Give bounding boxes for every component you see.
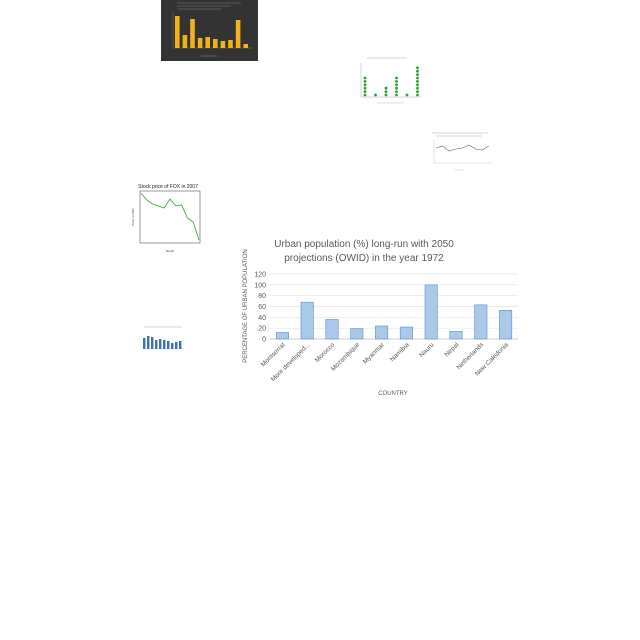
thumb-dots [363, 66, 419, 97]
thumb-bar [182, 35, 188, 48]
y-tick-label: 60 [258, 304, 266, 311]
thumb-dot [395, 86, 398, 90]
thumb-blue-bar [143, 338, 146, 349]
fox-chart-xlabel: Month [166, 249, 175, 253]
bars [275, 284, 513, 340]
fox-price-line [140, 192, 200, 241]
thumb-dot [363, 93, 367, 97]
thumb-blue-bar [167, 341, 170, 349]
bar [375, 325, 389, 340]
thumb-dot [363, 80, 367, 83]
thumb-blue-bar [163, 340, 166, 349]
bar [325, 319, 339, 340]
thumb-bar [197, 38, 203, 48]
thumb-dot [384, 86, 388, 90]
x-axis-label: COUNTRY [378, 391, 408, 397]
thumb-dot [416, 86, 419, 90]
thumb-bar [213, 39, 218, 48]
main-bar-chart: Urban population (%) long-run with 2050 … [236, 232, 536, 408]
y-tick-label: 20 [258, 326, 266, 333]
thumb-dot [405, 93, 409, 97]
thumb-bar [175, 16, 180, 48]
y-axis-label: PERCENTAGE OF URBAN POPULATION [243, 249, 249, 362]
x-tick-label: Namibia [389, 341, 411, 363]
thumb-dot [416, 83, 419, 87]
thumb-dot [363, 83, 367, 87]
thumbnail-blue-bar-chart-svg [138, 325, 188, 355]
bar [424, 284, 438, 340]
thumb-blue-bar [171, 343, 174, 349]
thumb-blue-bar [159, 339, 162, 349]
y-tick-label: 0 [262, 337, 266, 344]
thumb-blue-bar [155, 340, 158, 349]
thumb-line [435, 144, 489, 152]
x-tick-label: Nepal [443, 341, 460, 358]
thumbnail-dark-bar-chart-svg [161, 0, 258, 61]
fox-chart-title: Stock price of FOX in 2007 [138, 184, 198, 190]
main-bar-chart-svg: Urban population (%) long-run with 2050 … [243, 239, 518, 397]
thumb-dot [416, 73, 419, 76]
thumb-dot [416, 69, 419, 73]
chart-title-line-2: projections (OWID) in the year 1972 [284, 253, 444, 264]
bar [499, 309, 513, 340]
bar [350, 328, 364, 340]
thumb-blue-bar [151, 337, 154, 349]
bar [399, 326, 413, 340]
thumb-dot [416, 90, 419, 93]
x-tick-label: Morocco [314, 341, 337, 364]
thumb-blue-bar [179, 341, 182, 349]
thumbnail-fox-stock-chart: Stock price of FOX in 2007 Price in USD … [130, 182, 206, 254]
thumbnail-dot-chart-svg [349, 55, 424, 106]
chart-title-line-1: Urban population (%) long-run with 2050 [274, 239, 454, 250]
bar [275, 332, 289, 340]
y-tick-label: 120 [254, 272, 266, 279]
thumb-bar [205, 37, 210, 48]
thumb-bar [228, 40, 233, 48]
y-tick-label: 40 [258, 315, 266, 322]
y-tick-labels: 0 20 40 60 80 100 120 [254, 272, 266, 344]
thumb-dot [395, 76, 398, 80]
thumb-dot [395, 90, 398, 93]
bar [449, 331, 463, 340]
thumb-dot [384, 90, 388, 93]
thumbnail-dot-chart [349, 55, 424, 106]
thumb-dot [395, 83, 398, 87]
thumb-bars [175, 16, 248, 48]
thumbnail-blue-bar-chart [138, 325, 188, 355]
thumb-blue-bars [143, 336, 182, 349]
thumbnail-dark-bar-chart [161, 0, 258, 61]
thumbnail-line-chart [424, 130, 496, 174]
thumb-dot [363, 90, 367, 93]
thumbnail-line-chart-svg [424, 130, 496, 174]
thumb-dot [374, 93, 377, 97]
thumb-dot [363, 76, 367, 80]
thumb-dot [395, 80, 398, 83]
x-tick-label: Myanmar [362, 341, 387, 366]
y-tick-label: 80 [258, 293, 266, 300]
thumb-bar [220, 41, 226, 48]
thumb-dot [416, 80, 419, 83]
x-tick-label: Nauru [418, 341, 436, 359]
thumb-bar [190, 19, 195, 48]
thumb-dot [395, 93, 398, 97]
thumb-dot [384, 93, 388, 97]
bar [300, 301, 314, 340]
bar [474, 304, 488, 340]
thumb-blue-bar [147, 336, 150, 349]
thumb-bar [243, 44, 248, 48]
thumb-blue-bar [175, 342, 178, 349]
thumb-dot [363, 86, 367, 90]
fox-chart-ylabel: Price in USD [131, 208, 135, 226]
thumb-bar [235, 20, 241, 48]
y-tick-label: 100 [254, 282, 266, 289]
thumb-dot [416, 93, 419, 97]
thumb-dot [416, 66, 419, 70]
thumbnail-fox-stock-chart-svg: Stock price of FOX in 2007 Price in USD … [130, 182, 206, 254]
thumb-dot [416, 76, 419, 80]
